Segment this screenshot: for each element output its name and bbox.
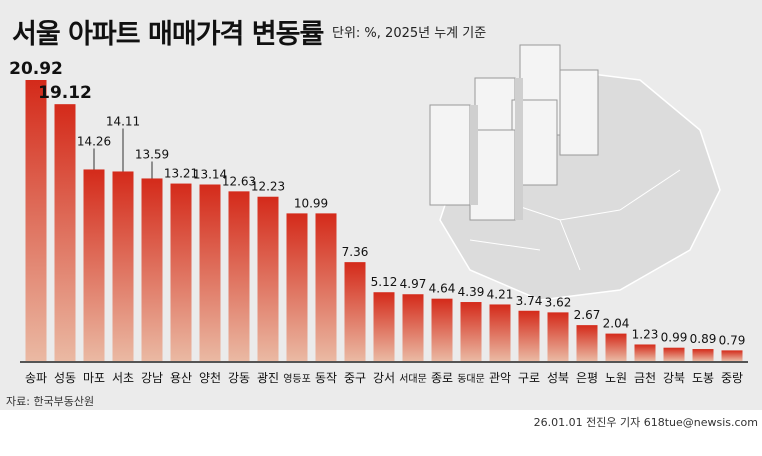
category-label: 양천 [199,370,221,385]
bar [431,298,453,361]
value-label: 4.39 [458,285,485,299]
category-label: 성북 [547,371,569,385]
category-label: 동대문 [457,373,485,385]
category-label: 강북 [663,371,685,385]
category-label: 서초 [112,371,134,385]
value-label: 0.89 [690,332,717,346]
bar [228,191,250,361]
category-label: 송파 [25,371,47,385]
bar [373,292,395,361]
category-label: 마포 [83,371,105,385]
bar [547,312,569,361]
value-label: 20.92 [9,59,63,79]
value-label: 4.64 [429,282,456,296]
value-label: 14.11 [106,114,140,128]
category-label: 광진 [257,371,279,385]
value-label: 3.74 [516,294,543,308]
category-label: 도봉 [692,371,714,385]
value-label: 2.67 [574,308,601,322]
bar [170,183,192,361]
bar-chart: 20.92 송파 19.12 성동 14.26 마포 14.11 서초 13.59 강남 13.21… [9,44,748,385]
category-label: 강서 [373,371,395,385]
value-label: 13.14 [193,168,227,182]
value-label: 13.21 [164,167,198,181]
bar [112,171,134,361]
value-label: 12.23 [251,180,285,194]
value-label: 2.04 [603,317,630,331]
value-label: 7.36 [342,245,369,259]
value-label: 3.62 [545,295,572,309]
category-label: 구로 [518,371,540,385]
value-label: 19.12 [38,83,92,103]
value-label: 10.99 [294,196,328,210]
value-label: 4.97 [400,277,427,291]
bar [54,104,76,361]
value-label: 12.63 [222,174,256,188]
bar [402,294,424,361]
value-label: 4.21 [487,287,514,301]
bar [663,347,685,361]
bar [489,304,511,361]
bar [25,80,47,361]
bar [286,213,308,361]
value-label: 0.79 [719,333,746,347]
category-label: 중랑 [721,371,743,385]
category-label: 노원 [605,371,627,385]
source-note: 자료: 한국부동산원 [6,395,95,408]
value-label: 0.99 [661,331,688,345]
value-label: 1.23 [632,327,659,341]
category-label: 금천 [634,370,656,385]
bar [460,302,482,361]
apartment-illustration [429,44,721,301]
bar [257,196,279,361]
category-label: 영등포 [283,373,311,385]
bar [692,349,714,361]
category-label: 용산 [170,371,192,385]
category-label: 은평 [576,371,598,385]
bar [344,262,366,361]
bar [605,333,627,361]
bar [721,350,743,361]
bar [576,325,598,361]
bar [634,344,656,361]
bar [83,169,105,361]
category-label: 강남 [141,371,163,385]
category-label: 관악 [489,371,511,385]
credit-line: 26.01.01 전진우 기자 618tue@newsis.com [533,416,758,429]
value-label: 13.59 [135,147,169,161]
category-label: 동작 [315,371,337,385]
chart-title: 서울 아파트 매매가격 변동률 [12,19,324,50]
category-label: 종로 [431,371,453,385]
bar [141,178,163,361]
category-label: 중구 [344,371,366,385]
bar [315,213,337,361]
unit-note: 단위: %, 2025년 누계 기준 [332,26,487,41]
value-label: 14.26 [77,134,111,148]
category-label: 성동 [54,371,76,385]
value-label: 5.12 [371,275,398,289]
bar [518,310,540,361]
category-label: 강동 [228,371,250,385]
category-label: 서대문 [399,373,427,385]
bar [199,184,221,361]
